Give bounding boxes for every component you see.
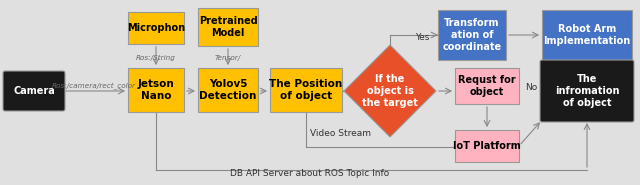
Text: Ros:/String: Ros:/String xyxy=(136,55,176,61)
FancyBboxPatch shape xyxy=(3,71,65,111)
Text: Camera: Camera xyxy=(13,86,55,96)
Text: Jetson
Nano: Jetson Nano xyxy=(138,79,174,101)
FancyBboxPatch shape xyxy=(438,10,506,60)
Text: DB API Server about ROS Topic Info: DB API Server about ROS Topic Info xyxy=(230,169,390,177)
FancyBboxPatch shape xyxy=(128,12,184,44)
Text: Yolov5
Detection: Yolov5 Detection xyxy=(199,79,257,101)
Text: Video Stream: Video Stream xyxy=(310,129,371,137)
Text: Microphon: Microphon xyxy=(127,23,185,33)
FancyBboxPatch shape xyxy=(198,8,258,46)
Text: IoT Platform: IoT Platform xyxy=(453,141,521,151)
Text: Yes: Yes xyxy=(415,33,429,43)
Text: Tensor/: Tensor/ xyxy=(215,55,241,61)
FancyBboxPatch shape xyxy=(455,130,519,162)
Text: Ros:/camera/rect_color: Ros:/camera/rect_color xyxy=(52,83,136,89)
FancyBboxPatch shape xyxy=(270,68,342,112)
FancyBboxPatch shape xyxy=(540,60,634,122)
Text: No: No xyxy=(525,83,537,92)
FancyBboxPatch shape xyxy=(455,68,519,104)
Text: Pretrained
Model: Pretrained Model xyxy=(198,16,257,38)
FancyBboxPatch shape xyxy=(542,10,632,60)
Text: If the
object is
the target: If the object is the target xyxy=(362,74,418,108)
FancyBboxPatch shape xyxy=(128,68,184,112)
Text: Requst for
object: Requst for object xyxy=(458,75,516,97)
Text: The Position
of object: The Position of object xyxy=(269,79,342,101)
Text: Robot Arm
Implementation: Robot Arm Implementation xyxy=(543,24,630,46)
Text: Transform
ation of
coordinate: Transform ation of coordinate xyxy=(442,18,502,52)
Polygon shape xyxy=(344,45,436,137)
Text: The
infromation
of object: The infromation of object xyxy=(555,74,620,108)
FancyBboxPatch shape xyxy=(198,68,258,112)
